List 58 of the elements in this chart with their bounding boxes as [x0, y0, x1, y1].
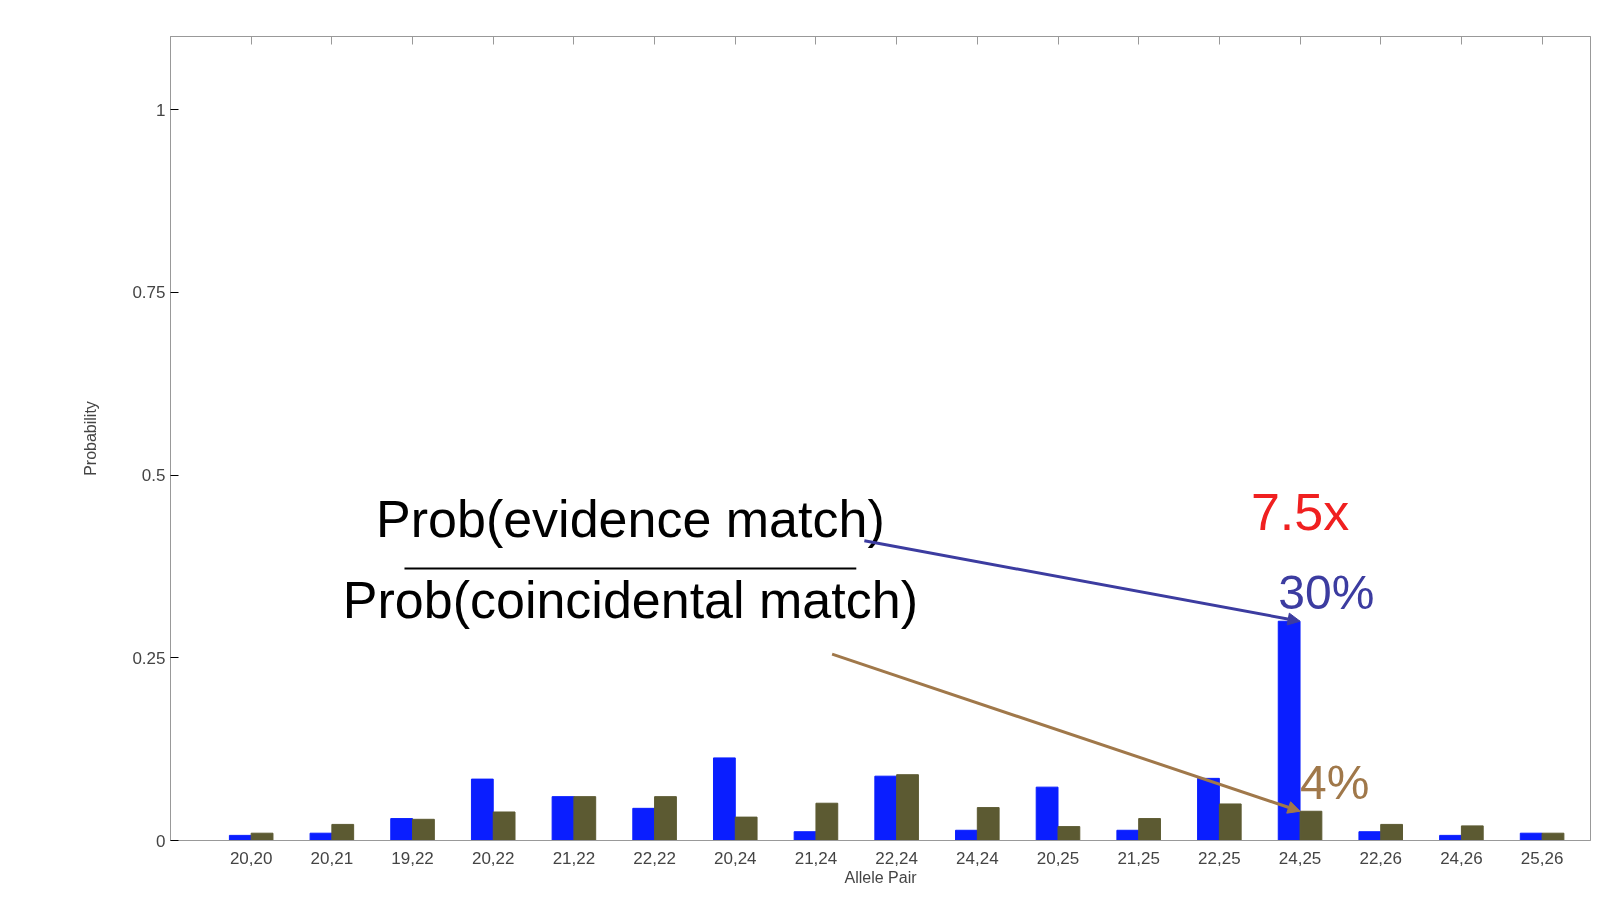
bar	[573, 796, 597, 841]
bar	[712, 757, 736, 841]
bar	[331, 823, 355, 841]
bar	[955, 829, 978, 841]
x-tick-label: 24,25	[1278, 848, 1322, 868]
bar	[390, 818, 414, 841]
x-tick-label: 19,22	[391, 848, 434, 868]
x-axis-title: Allele Pair	[844, 868, 918, 886]
bar	[492, 811, 516, 841]
x-tick-label: 22,24	[875, 848, 918, 868]
bar	[1035, 786, 1059, 841]
bar	[654, 796, 677, 841]
bar	[815, 802, 839, 841]
y-tick-label: 0	[156, 831, 166, 851]
bar	[1138, 818, 1161, 841]
x-tick-label: 25,26	[1520, 848, 1564, 868]
annotation: Prob(coincidental match)	[342, 570, 918, 629]
x-tick-label: 21,22	[552, 848, 596, 868]
x-tick-label: 20,25	[1036, 848, 1080, 868]
bar	[1197, 777, 1220, 841]
y-tick-label: 0.25	[132, 648, 166, 668]
bar	[793, 831, 817, 841]
bar	[1541, 832, 1565, 841]
bar	[1299, 810, 1323, 841]
annotation: Prob(evidence match)	[376, 490, 885, 549]
x-tick-label: 21,24	[794, 848, 838, 868]
x-tick-label: 22,26	[1359, 848, 1402, 868]
bar	[1358, 831, 1382, 841]
x-tick-label: 22,22	[633, 848, 676, 868]
bar	[551, 796, 575, 841]
bar	[896, 774, 919, 841]
y-tick-label: 0.75	[132, 283, 166, 303]
x-tick-label: 24,26	[1440, 848, 1483, 868]
bar	[632, 807, 656, 841]
data-label: 30%	[1278, 566, 1375, 620]
y-tick-label: 1	[156, 100, 166, 120]
bar	[734, 816, 758, 841]
bar	[1057, 826, 1081, 841]
x-tick-label: 20,21	[310, 848, 354, 868]
bar	[1116, 829, 1140, 841]
x-tick-label: 20,20	[229, 848, 273, 868]
y-axis-title: Probability	[82, 401, 100, 476]
bar	[874, 775, 898, 841]
bar	[470, 778, 494, 841]
x-tick-label: 21,25	[1117, 848, 1160, 868]
y-tick-label: 0.5	[141, 466, 166, 486]
x-tick-label: 22,25	[1198, 848, 1241, 868]
x-tick-label: 24,24	[956, 848, 999, 868]
x-tick-label: 20,24	[714, 848, 757, 868]
annotation: 7.5x	[1250, 482, 1350, 541]
bar	[976, 807, 1000, 841]
bar	[1460, 825, 1484, 841]
data-label: 4%	[1300, 756, 1370, 810]
bar	[250, 832, 274, 841]
bar	[412, 818, 435, 841]
bar	[1218, 803, 1242, 841]
x-tick-label: 20,22	[471, 848, 515, 868]
bar	[1380, 823, 1404, 841]
